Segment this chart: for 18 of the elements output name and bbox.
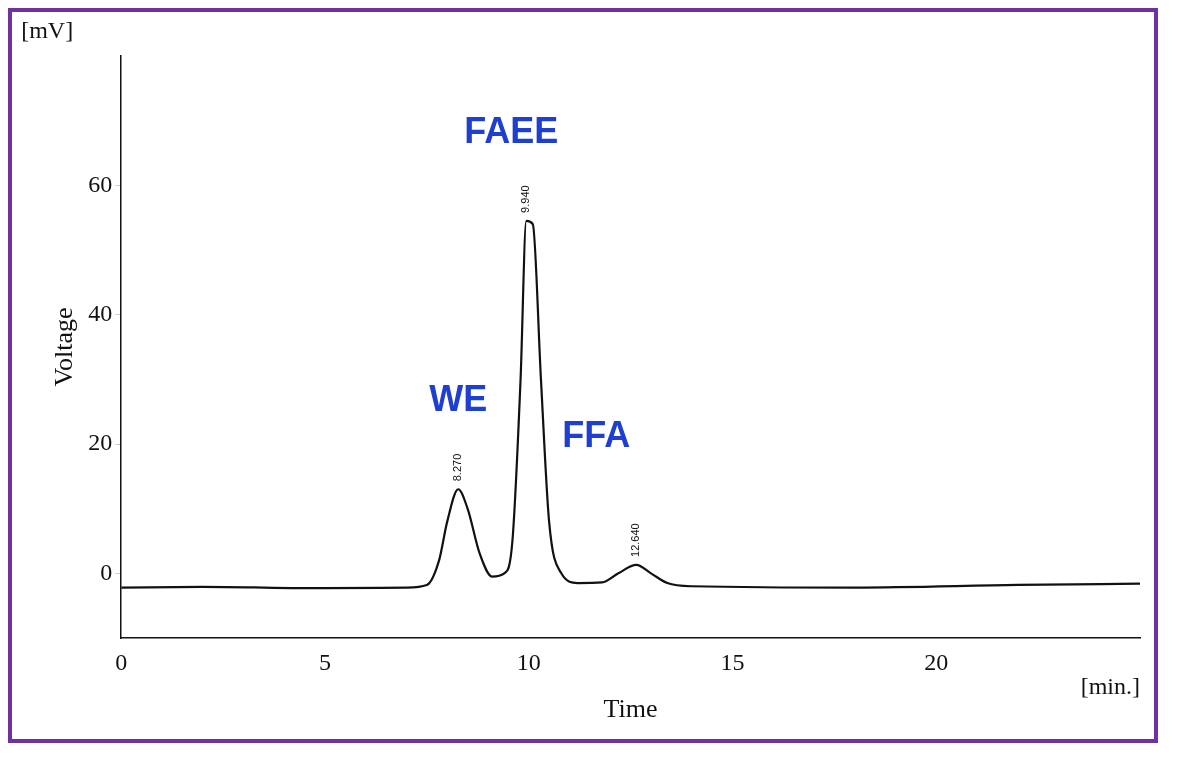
x-tick-label: 20 <box>924 648 949 675</box>
line-series <box>121 219 1140 590</box>
y-axis-title: Voltage <box>49 307 79 387</box>
annotation: 8.270 <box>451 453 464 482</box>
y-tick-label: 40 <box>88 299 113 326</box>
text: [min.] <box>1080 673 1140 700</box>
x-tick-label: 10 <box>516 648 541 675</box>
annotation: 12.640 <box>629 523 642 557</box>
y-tick-label: 0 <box>100 558 113 585</box>
annotation: FAEE <box>464 109 559 151</box>
annotation: FFA <box>562 413 631 455</box>
text: [mV] <box>21 17 74 44</box>
x-axis-title: Time <box>603 694 658 724</box>
annotation: 9.940 <box>519 185 532 213</box>
x-tick-label: 5 <box>318 648 331 675</box>
y-tick-label: 20 <box>88 429 113 456</box>
y-tick-label: 60 <box>88 170 113 197</box>
x-tick-label: 15 <box>720 648 745 675</box>
